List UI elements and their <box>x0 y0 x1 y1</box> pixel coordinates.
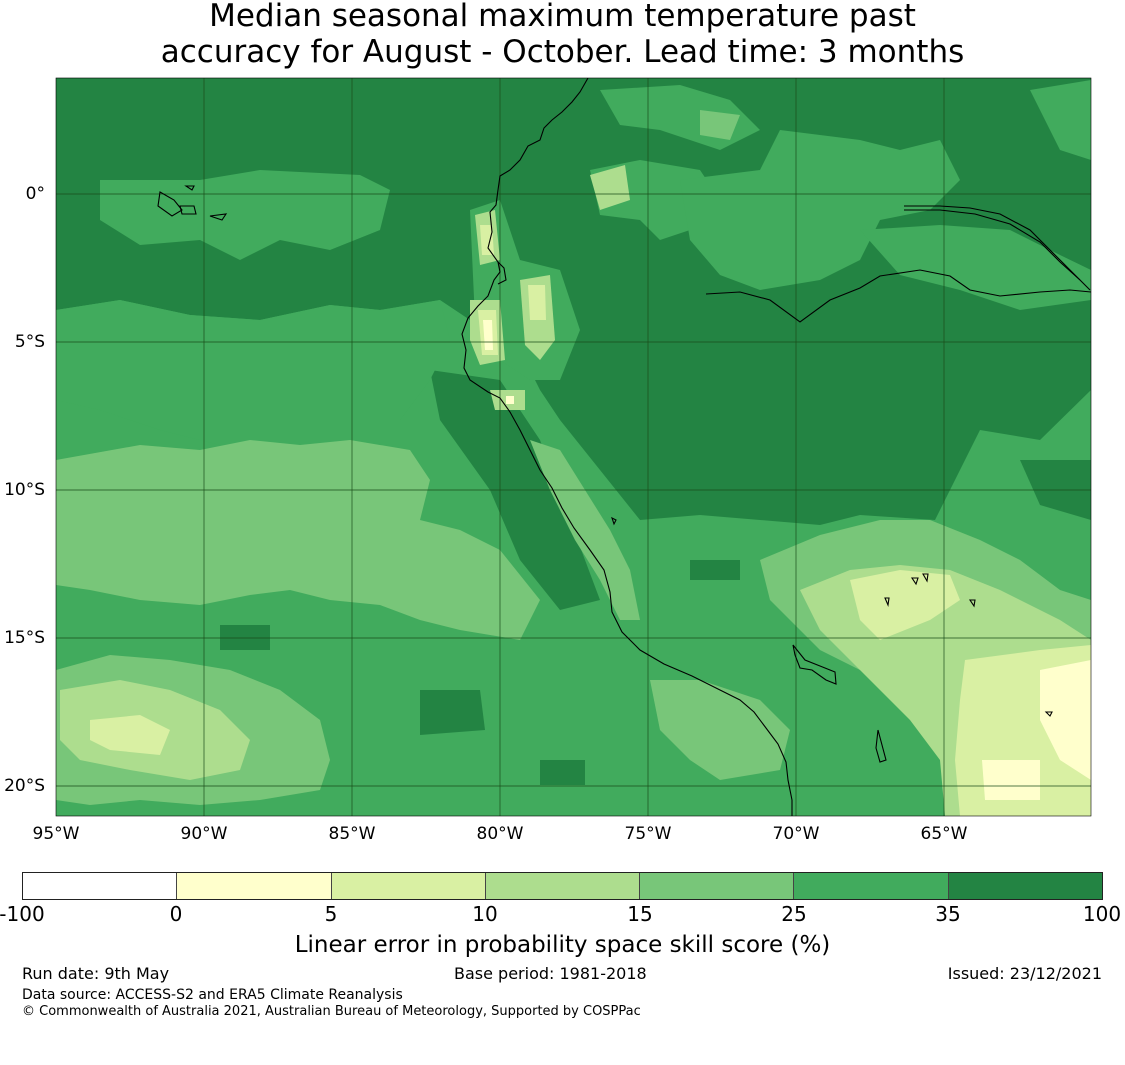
lat-label-0: 0° <box>25 184 45 204</box>
skill-score-map <box>55 77 1092 817</box>
graticule <box>56 78 1091 816</box>
lat-label-10s: 10°S <box>4 480 45 500</box>
colorbar-tick-100: 100 <box>1082 902 1122 926</box>
coastline <box>157 78 1091 816</box>
chart-title-line-1: Median seasonal maximum temperature past <box>209 0 916 34</box>
map-frame <box>55 77 1092 817</box>
lon-label-90w: 90°W <box>180 824 228 844</box>
colorbar-tick-15: 15 <box>627 902 653 926</box>
lat-label-15s: 15°S <box>4 628 45 648</box>
colorbar-segment-15-25 <box>640 873 795 899</box>
skill-zone-0-5 <box>483 320 1091 800</box>
colorbar-segment-35-100 <box>948 873 1102 899</box>
base-period: Base period: 1981-2018 <box>454 964 647 983</box>
colorbar-segment-neg100-0 <box>23 873 178 899</box>
colorbar-tick-neg100: -100 <box>0 902 45 926</box>
colorbar-segment-5-10 <box>331 873 486 899</box>
run-date: Run date: 9th May <box>22 964 170 983</box>
colorbar-tick-0: 0 <box>169 902 183 926</box>
colorbar-tick-35: 35 <box>935 902 961 926</box>
lon-label-65w: 65°W <box>920 824 968 844</box>
colorbar-tick-5: 5 <box>324 902 338 926</box>
colorbar-segment-10-15 <box>485 873 641 899</box>
colorbar-tick-10: 10 <box>472 902 498 926</box>
data-source: Data source: ACCESS-S2 and ERA5 Climate … <box>22 987 403 1003</box>
lon-label-70w: 70°W <box>772 824 820 844</box>
colorbar-segment-25-35 <box>794 873 949 899</box>
lat-label-20s: 20°S <box>4 776 45 796</box>
colorbar-label: Linear error in probability space skill … <box>294 932 831 958</box>
colorbar <box>22 872 1103 900</box>
issued-date: Issued: 23/12/2021 <box>947 964 1102 983</box>
lat-label-5s: 5°S <box>14 332 45 352</box>
lon-label-95w: 95°W <box>32 824 80 844</box>
lon-label-80w: 80°W <box>476 824 524 844</box>
colorbar-tick-25: 25 <box>781 902 807 926</box>
lon-label-85w: 85°W <box>328 824 376 844</box>
chart-title-line-2: accuracy for August - October. Lead time… <box>160 34 965 70</box>
colorbar-segment-0-5 <box>177 873 332 899</box>
copyright: © Commonwealth of Australia 2021, Austra… <box>22 1004 641 1019</box>
lon-label-75w: 75°W <box>624 824 672 844</box>
